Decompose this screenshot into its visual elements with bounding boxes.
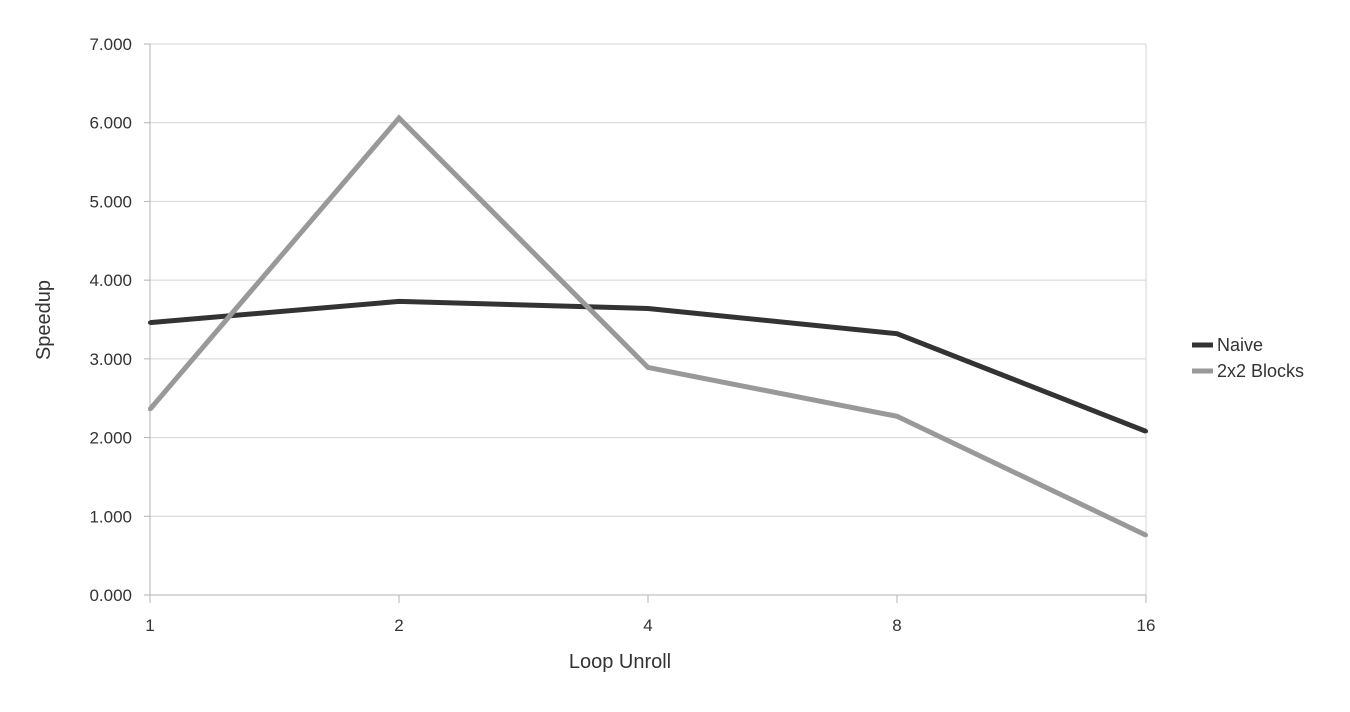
y-tick-label: 1.000 [89, 507, 132, 526]
legend-label: Naive [1217, 335, 1263, 355]
data-point [646, 306, 650, 311]
series-lines [148, 114, 1148, 538]
data-point [1144, 533, 1148, 538]
x-tick-label: 1 [145, 616, 154, 635]
legend-label: 2x2 Blocks [1217, 361, 1304, 381]
series-line-1 [148, 114, 1148, 538]
y-tick-label: 2.000 [89, 429, 132, 448]
y-tick-label: 6.000 [89, 114, 132, 133]
gridlines [150, 43, 1146, 596]
y-tick-label: 4.000 [89, 271, 132, 290]
axes [149, 44, 1147, 596]
y-tick-label: 7.000 [89, 35, 132, 54]
x-axis-ticks: 1 2 4 8 16 [145, 595, 1155, 635]
data-point [1144, 429, 1148, 434]
data-point [148, 407, 152, 412]
x-axis-title: Loop Unroll [569, 651, 671, 673]
data-point [895, 414, 899, 419]
data-point [397, 299, 401, 304]
y-axis-title: Speedup [33, 280, 55, 360]
x-tick-label: 16 [1137, 616, 1156, 635]
x-tick-label: 4 [643, 616, 652, 635]
data-point [646, 365, 650, 370]
data-point [895, 331, 899, 336]
data-point [148, 320, 152, 325]
legend: Naive 2x2 Blocks [1192, 335, 1304, 381]
y-tick-label: 5.000 [89, 192, 132, 211]
data-point [397, 115, 401, 120]
y-tick-label: 0.000 [89, 586, 132, 605]
x-tick-label: 2 [394, 616, 403, 635]
y-tick-label: 3.000 [89, 350, 132, 369]
y-axis-ticks: 0.000 1.000 2.000 3.000 4.000 5.000 6.000 7.000 [89, 35, 150, 605]
x-tick-label: 8 [892, 616, 901, 635]
